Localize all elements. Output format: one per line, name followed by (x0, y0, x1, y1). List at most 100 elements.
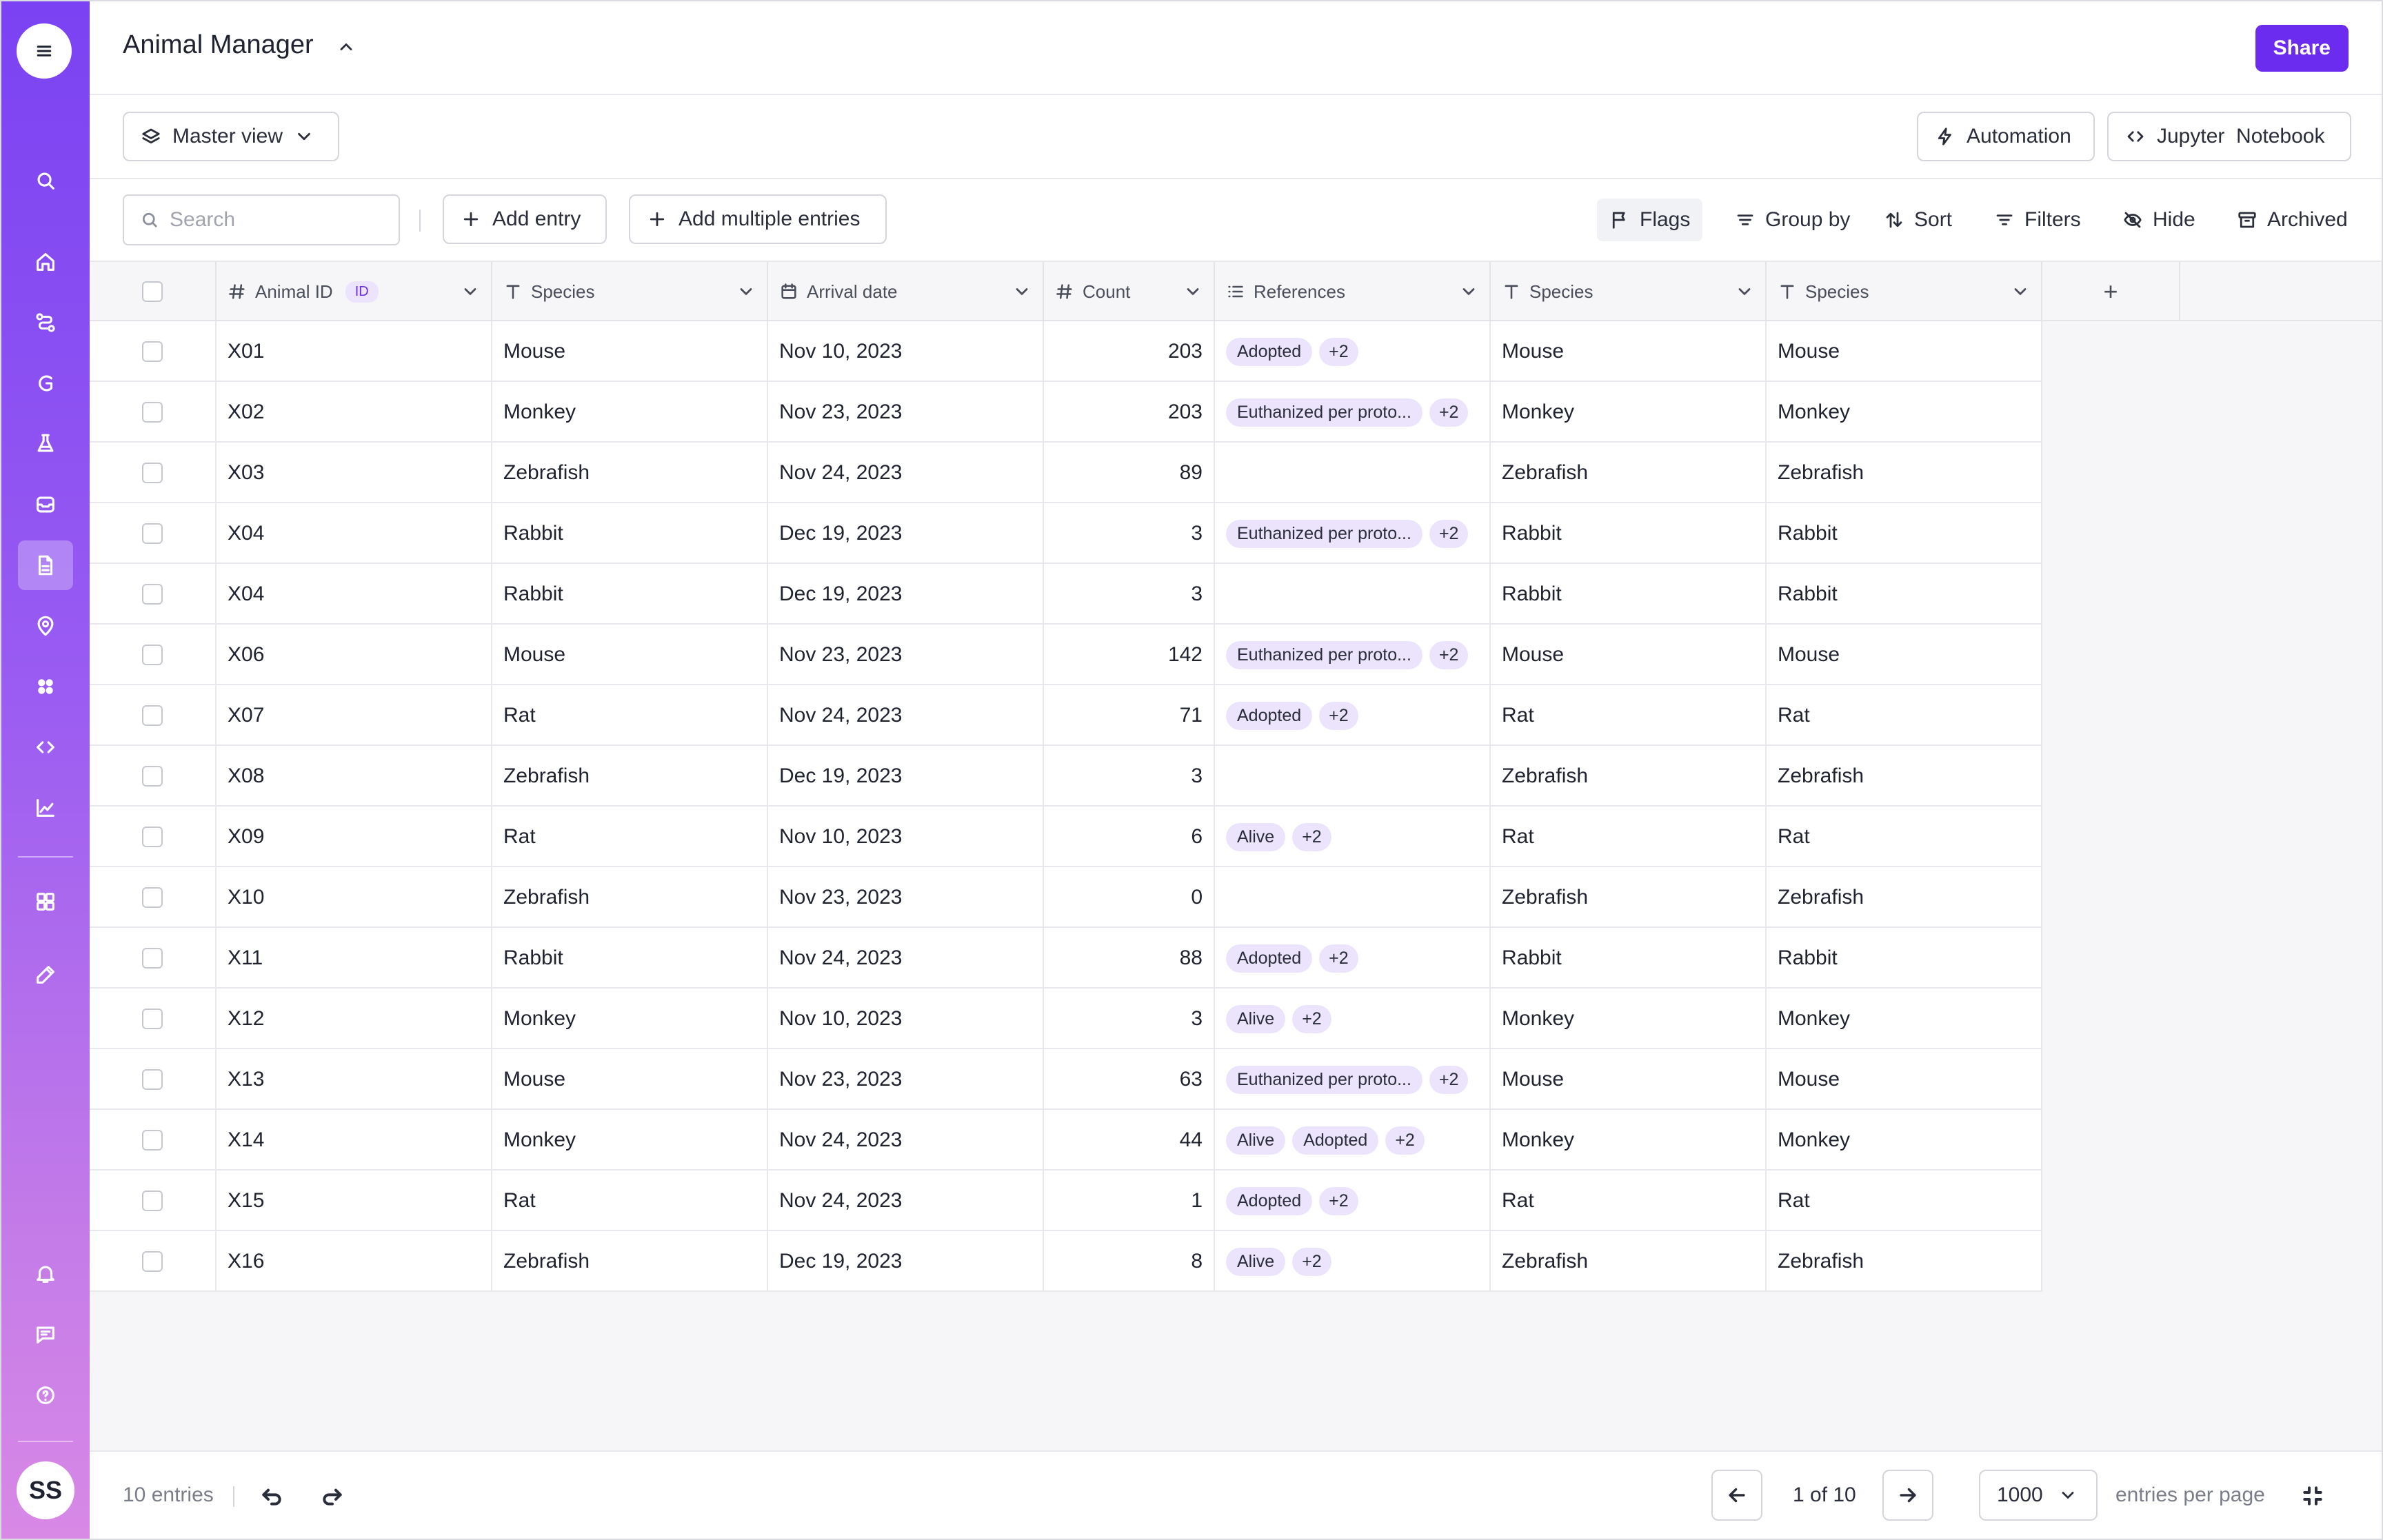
redo-button[interactable] (313, 1477, 352, 1515)
table-row[interactable]: X14 Monkey Nov 24, 2023 44 Alive Adopted +2 Mon… (90, 1110, 2042, 1171)
hide-button[interactable]: Hide (2110, 199, 2208, 241)
collapse-rows-button[interactable] (2293, 1477, 2332, 1515)
table-row[interactable]: X16 Zebrafish Dec 19, 2023 8 Alive +2 Zebrafis… (90, 1231, 2042, 1292)
table-row[interactable]: X09 Rat Nov 10, 2023 6 Alive +2 Rat Rat (90, 807, 2042, 867)
cell-species[interactable]: Rabbit (492, 928, 768, 989)
cell-animal-id[interactable]: X15 (217, 1171, 492, 1231)
cell-arrival-date[interactable]: Nov 24, 2023 (768, 685, 1044, 746)
chevron-down-icon[interactable] (1012, 282, 1032, 301)
cell-species-2[interactable]: Monkey (1491, 1110, 1767, 1171)
cell-references[interactable]: Adopted +2 (1215, 928, 1491, 989)
reference-chip[interactable]: Adopted (1226, 1186, 1313, 1215)
sidebar-g[interactable] (18, 358, 73, 408)
cell-count[interactable]: 3 (1044, 503, 1215, 564)
cell-count[interactable]: 71 (1044, 685, 1215, 746)
cell-arrival-date[interactable]: Dec 19, 2023 (768, 1231, 1044, 1292)
more-references-chip[interactable]: +2 (1292, 1004, 1331, 1033)
chevron-down-icon[interactable] (1735, 282, 1754, 301)
sidebar-help[interactable] (18, 1370, 73, 1420)
reference-chip[interactable]: Alive (1226, 1004, 1286, 1033)
sidebar-notifications[interactable] (18, 1249, 73, 1299)
more-references-chip[interactable]: +2 (1292, 822, 1331, 851)
row-checkbox[interactable] (142, 523, 163, 544)
cell-species[interactable]: Monkey (492, 989, 768, 1049)
cell-species-2[interactable]: Monkey (1491, 382, 1767, 443)
cell-animal-id[interactable]: X11 (217, 928, 492, 989)
cell-arrival-date[interactable]: Nov 23, 2023 (768, 867, 1044, 928)
cell-count[interactable]: 3 (1044, 746, 1215, 807)
sidebar-home[interactable] (18, 237, 73, 287)
cell-references[interactable]: Euthanized per proto... +2 (1215, 382, 1491, 443)
table-row[interactable]: X04 Rabbit Dec 19, 2023 3 Euthanized per pro… (90, 503, 2042, 564)
cell-references[interactable] (1215, 867, 1491, 928)
cell-species[interactable]: Mouse (492, 625, 768, 685)
archived-button[interactable]: Archived (2224, 199, 2360, 241)
automation-button[interactable]: Automation (1917, 112, 2095, 161)
cell-animal-id[interactable]: X02 (217, 382, 492, 443)
reference-chip[interactable]: Euthanized per proto... (1226, 519, 1422, 548)
table-row[interactable]: X04 Rabbit Dec 19, 2023 3 Rabbit Rabbit (90, 564, 2042, 625)
cell-references[interactable]: Euthanized per proto... +2 (1215, 503, 1491, 564)
cell-species-3[interactable]: Monkey (1767, 1110, 2042, 1171)
cell-species-2[interactable]: Rabbit (1491, 564, 1767, 625)
more-references-chip[interactable]: +2 (1292, 1247, 1331, 1276)
cell-references[interactable]: Euthanized per proto... +2 (1215, 625, 1491, 685)
select-all-checkbox[interactable] (142, 281, 163, 302)
cell-count[interactable]: 3 (1044, 564, 1215, 625)
share-button[interactable]: Share (2255, 25, 2349, 72)
cell-species-3[interactable]: Rabbit (1767, 928, 2042, 989)
column-header-references[interactable]: References (1215, 262, 1491, 321)
cell-references[interactable]: Adopted +2 (1215, 1171, 1491, 1231)
cell-count[interactable]: 203 (1044, 321, 1215, 382)
table-row[interactable]: X02 Monkey Nov 23, 2023 203 Euthanized per p… (90, 382, 2042, 443)
cell-arrival-date[interactable]: Nov 24, 2023 (768, 443, 1044, 503)
cell-species-3[interactable]: Zebrafish (1767, 867, 2042, 928)
group-by-button[interactable]: Group by (1722, 199, 1862, 241)
cell-arrival-date[interactable]: Nov 10, 2023 (768, 807, 1044, 867)
cell-species-2[interactable]: Zebrafish (1491, 746, 1767, 807)
chevron-down-icon[interactable] (1459, 282, 1478, 301)
filters-button[interactable]: Filters (1982, 199, 2093, 241)
cell-species[interactable]: Mouse (492, 1049, 768, 1110)
row-checkbox[interactable] (142, 827, 163, 847)
row-checkbox[interactable] (142, 948, 163, 969)
cell-species[interactable]: Monkey (492, 1110, 768, 1171)
cell-species-2[interactable]: Rabbit (1491, 503, 1767, 564)
search-input[interactable]: Search (123, 194, 400, 245)
reference-chip[interactable]: Euthanized per proto... (1226, 398, 1422, 427)
sidebar-code[interactable] (18, 722, 73, 772)
row-checkbox[interactable] (142, 887, 163, 908)
cell-species-3[interactable]: Zebrafish (1767, 1231, 2042, 1292)
cell-species-2[interactable]: Rabbit (1491, 928, 1767, 989)
cell-species-3[interactable]: Zebrafish (1767, 746, 2042, 807)
more-references-chip[interactable]: +2 (1429, 398, 1469, 427)
row-checkbox[interactable] (142, 1009, 163, 1029)
sidebar-edit[interactable] (18, 950, 73, 1000)
cell-count[interactable]: 88 (1044, 928, 1215, 989)
table-row[interactable]: X11 Rabbit Nov 24, 2023 88 Adopted +2 Rabbit Ra… (90, 928, 2042, 989)
sidebar-lab[interactable] (18, 419, 73, 469)
cell-animal-id[interactable]: X06 (217, 625, 492, 685)
cell-species-2[interactable]: Zebrafish (1491, 867, 1767, 928)
row-checkbox[interactable] (142, 341, 163, 362)
table-row[interactable]: X07 Rat Nov 24, 2023 71 Adopted +2 Rat Rat (90, 685, 2042, 746)
cell-species[interactable]: Rabbit (492, 503, 768, 564)
cell-species-3[interactable]: Rabbit (1767, 503, 2042, 564)
avatar[interactable]: SS (17, 1461, 74, 1519)
cell-species-3[interactable]: Mouse (1767, 625, 2042, 685)
cell-species-3[interactable]: Mouse (1767, 1049, 2042, 1110)
cell-references[interactable]: Adopted +2 (1215, 321, 1491, 382)
cell-species-3[interactable]: Monkey (1767, 382, 2042, 443)
cell-arrival-date[interactable]: Nov 23, 2023 (768, 382, 1044, 443)
cell-species-2[interactable]: Mouse (1491, 1049, 1767, 1110)
row-checkbox[interactable] (142, 584, 163, 605)
more-references-chip[interactable]: +2 (1429, 1065, 1469, 1094)
sidebar-locations[interactable] (18, 601, 73, 651)
cell-references[interactable]: Alive Adopted +2 (1215, 1110, 1491, 1171)
column-header-species-3[interactable]: Species (1767, 262, 2042, 321)
cell-species[interactable]: Zebrafish (492, 1231, 768, 1292)
chevron-down-icon[interactable] (2011, 282, 2030, 301)
collapse-title-button[interactable] (331, 32, 361, 62)
cell-count[interactable]: 3 (1044, 989, 1215, 1049)
cell-arrival-date[interactable]: Nov 24, 2023 (768, 928, 1044, 989)
